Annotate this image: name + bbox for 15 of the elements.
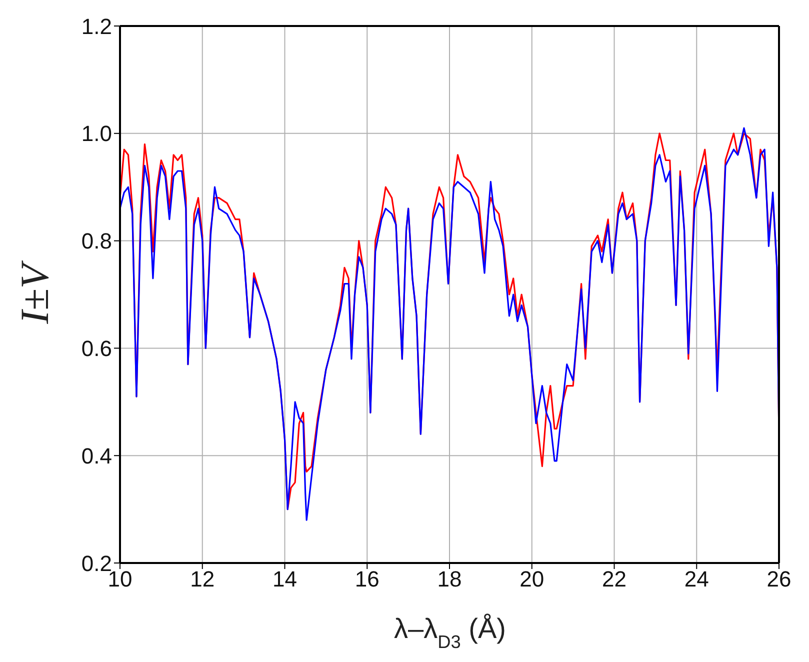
x-tick-label: 26 (766, 566, 792, 592)
x-tick-label: 18 (437, 566, 462, 592)
y-tick-label: 0.6 (81, 336, 112, 362)
x-tick-label: 12 (190, 566, 215, 592)
x-tick-label: 20 (520, 566, 544, 592)
x-tick-label: 24 (684, 566, 709, 592)
x-tick-label: 22 (602, 566, 626, 592)
x-tick-label: 14 (272, 566, 297, 592)
y-tick-label: 0.8 (81, 228, 112, 254)
y-tick-label: 0.4 (81, 443, 112, 468)
y-tick-label: 1.2 (81, 14, 112, 39)
y-tick-label: 1.0 (81, 121, 112, 146)
x-tick-label: 16 (354, 566, 380, 592)
x-axis-title: λ–λ$_{D3}$ (Å) (394, 613, 506, 652)
y-axis-title: I±V (12, 260, 57, 325)
